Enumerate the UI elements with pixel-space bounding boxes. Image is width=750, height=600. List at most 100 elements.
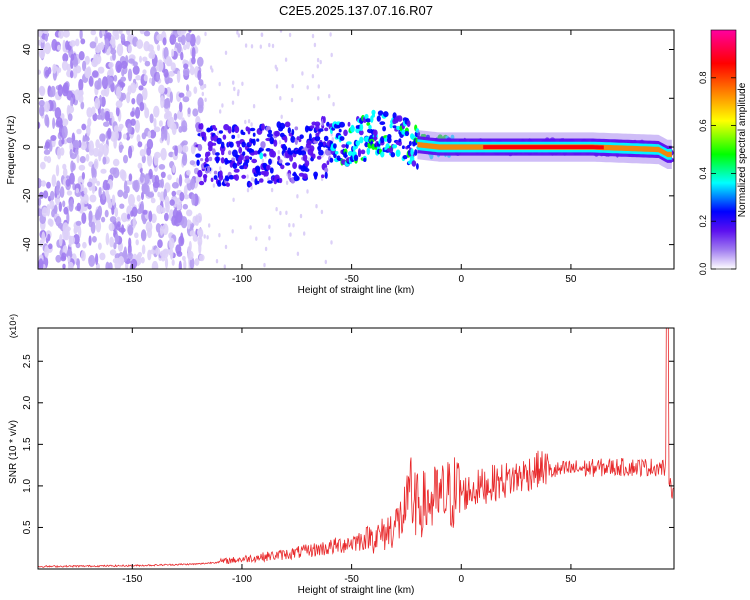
spectrogram-cell	[279, 30, 283, 33]
spectrogram-cell	[78, 51, 85, 61]
spectrogram-cell	[117, 189, 124, 198]
spectrogram-cell	[347, 121, 351, 127]
spectrogram-cell	[40, 180, 47, 187]
spectrogram-cell	[128, 237, 132, 248]
spectrogram-cell	[130, 111, 135, 117]
spectrogram-cell	[39, 104, 45, 117]
spectrogram-cell	[49, 200, 55, 210]
spectrogram-cell	[177, 144, 183, 154]
spectrogram-cell	[411, 160, 417, 167]
spectrogram-cell	[57, 44, 61, 51]
spectrogram-cell	[247, 119, 251, 124]
spectrogram-cell	[182, 67, 190, 77]
snr-frame	[37, 327, 675, 570]
spectrogram-cell	[97, 66, 105, 74]
spectrogram-cell	[232, 80, 235, 85]
spectrogram-cell	[333, 143, 337, 149]
spectrogram-cell	[95, 139, 100, 149]
spectrogram-cell	[112, 167, 120, 179]
spectrogram-cell	[80, 183, 85, 193]
spectrogram-cell	[259, 178, 264, 183]
spectrogram-cell	[81, 250, 86, 262]
spectrogram-cell	[155, 223, 161, 233]
spectrogram-cell	[250, 44, 254, 49]
spectrogram-cell	[91, 236, 97, 243]
spectrogram-cell	[203, 134, 207, 142]
spectrogram-cell	[154, 151, 161, 159]
spectrogram-cell	[162, 98, 170, 109]
spectrogram-cell	[153, 126, 161, 133]
spectrogram-cell	[67, 255, 71, 263]
spectrogram-cell	[252, 138, 256, 146]
spectrogram-band-core	[483, 145, 604, 150]
spectrogram-cell	[149, 113, 154, 124]
spectrogram-cell	[284, 135, 288, 143]
spectrogram-cell	[144, 173, 150, 185]
spectrogram-cell	[156, 71, 160, 81]
spectrogram-cell	[299, 134, 304, 139]
spectrogram-cell	[285, 162, 291, 166]
spectrogram-cell	[55, 164, 60, 177]
spectrogram-cell	[191, 193, 196, 206]
spectrogram-cell	[96, 180, 101, 186]
spectrogram-cell	[304, 160, 310, 167]
spectrogram-cell	[38, 39, 41, 46]
spectrogram-cell	[212, 148, 216, 156]
spectrogram-cell	[138, 85, 144, 91]
spectrogram-cell	[140, 256, 145, 264]
spectrogram-cell	[183, 259, 187, 269]
spectrogram-cell	[59, 234, 63, 247]
colorbar-tick-label: 0.6	[698, 119, 708, 132]
spectrogram-cell	[218, 81, 221, 87]
spectrogram-cell	[75, 220, 82, 226]
spectrogram-cell	[324, 171, 328, 179]
spectrogram-cell	[416, 163, 419, 170]
spectrogram-cell	[151, 260, 159, 269]
spectrogram-cell	[169, 34, 177, 45]
spectrogram-ytick-label: -40	[22, 237, 33, 252]
spectrogram-cell	[149, 129, 157, 139]
spectrogram-cell	[274, 130, 280, 137]
spectrogram-cell	[162, 223, 169, 236]
spectrogram-cell	[249, 225, 252, 230]
spectrogram-cell	[128, 145, 133, 159]
spectrogram-cell	[178, 235, 185, 247]
spectrogram-cell	[217, 180, 221, 185]
spectrogram-axes: -150 -100 -50 0 50 -40 -20 0 20 40	[22, 30, 674, 285]
spectrogram-cell	[190, 178, 196, 190]
spectrogram-cell	[246, 188, 250, 193]
spectrogram-cell	[60, 147, 65, 156]
spectrogram-cell	[169, 91, 173, 103]
snr-xtick-label: -50	[344, 574, 359, 585]
spectrogram-cell	[314, 121, 321, 127]
spectrogram-cell	[137, 141, 143, 148]
spectrogram-cell	[323, 141, 326, 147]
spectrogram-cell	[67, 113, 73, 122]
spectrogram-cell	[115, 106, 120, 117]
spectrogram-cell	[308, 133, 312, 141]
spectrogram-cell	[126, 179, 133, 185]
spectrogram-cell	[169, 116, 175, 130]
spectrogram-cell	[278, 177, 283, 184]
colorbar: 0.0 0.2 0.4 0.6 0.8 Normalized spectral ampl…	[698, 29, 748, 275]
spectrogram-cell	[252, 132, 256, 137]
spectrogram-cell	[395, 149, 401, 157]
spectrogram-cell	[306, 189, 309, 194]
spectrogram-cell	[40, 161, 46, 170]
spectrogram-cell	[268, 129, 272, 134]
spectrogram-cell	[188, 30, 192, 33]
spectrogram-cell	[181, 140, 188, 146]
spectrogram-cell	[110, 131, 117, 142]
spectrogram-cell	[186, 169, 191, 176]
spectrogram-cell	[191, 56, 196, 65]
spectrogram-cell	[197, 97, 204, 109]
spectrogram-cell	[94, 97, 101, 110]
spectrogram-cell	[131, 98, 136, 105]
spectrogram-cell	[231, 157, 236, 161]
snr-panel: -150 -100 -50 0 50 0.5 1.0 1.5 2.0 2.5 Height of …	[8, 314, 675, 596]
spectrogram-cell	[168, 237, 175, 250]
spectrogram-cell	[318, 128, 324, 132]
spectrogram-cell	[279, 96, 282, 101]
spectrogram-cell	[43, 149, 51, 155]
spectrogram-cell	[51, 174, 57, 187]
